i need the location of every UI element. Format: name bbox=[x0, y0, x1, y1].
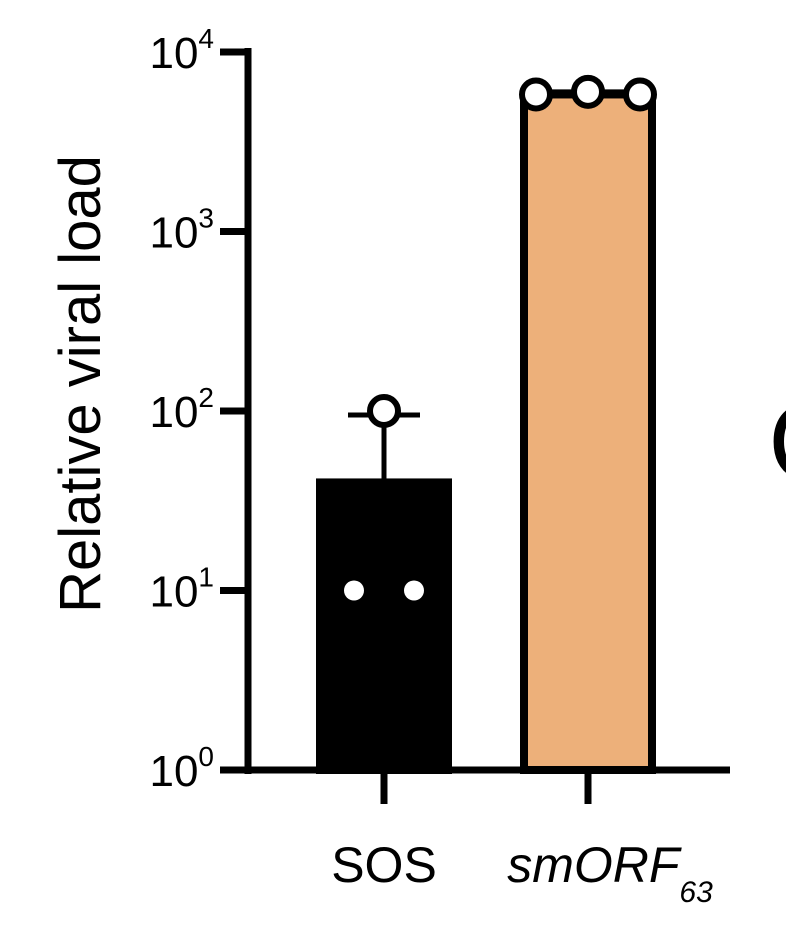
data-point bbox=[571, 74, 605, 109]
x-tick-label: smORF63 bbox=[507, 837, 713, 909]
y-axis-label: Relative viral load bbox=[48, 155, 113, 613]
bars bbox=[316, 74, 657, 775]
y-tick-label: 104 bbox=[149, 23, 214, 78]
data-point bbox=[623, 77, 657, 112]
partial-panel-letter: C bbox=[768, 381, 786, 504]
y-tick-label: 103 bbox=[149, 203, 214, 258]
y-tick-label: 100 bbox=[149, 741, 214, 796]
y-axis: 100 101 102 103 104 bbox=[149, 23, 252, 796]
data-point bbox=[367, 394, 401, 428]
y-tick-label: 102 bbox=[149, 382, 214, 437]
bar bbox=[316, 478, 452, 774]
data-point bbox=[519, 77, 553, 112]
x-tick-label: SOS bbox=[331, 837, 437, 893]
data-point bbox=[344, 580, 364, 601]
y-tick-label: 101 bbox=[149, 562, 214, 617]
bar bbox=[520, 90, 656, 775]
data-point bbox=[404, 580, 424, 601]
x-axis: SOS smORF63 bbox=[245, 766, 730, 909]
